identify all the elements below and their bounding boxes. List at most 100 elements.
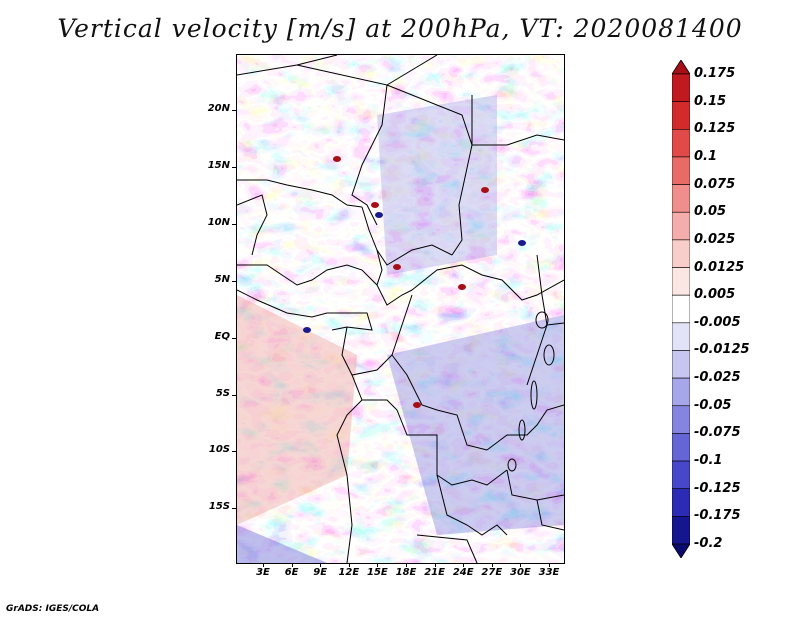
- lon-tick-label: 3E: [256, 567, 270, 578]
- colorbar-top-arrow: [672, 60, 690, 75]
- country-boundary: [396, 409, 508, 486]
- lat-tick-mark: [232, 338, 236, 339]
- lat-tick-label: 5S: [215, 388, 230, 399]
- lat-tick-label: 15N: [207, 160, 230, 171]
- lat-tick-label: 10S: [208, 444, 230, 455]
- country-boundary: [472, 134, 564, 146]
- lon-tick-label: 21E: [424, 567, 445, 578]
- colorbar-level-label: -0.2: [694, 536, 723, 551]
- convective-cell: [333, 156, 341, 162]
- country-boundary: [486, 404, 564, 451]
- lon-tick-mark: [377, 563, 379, 567]
- colorbar-level-label: 0.15: [694, 93, 727, 109]
- lat-tick-label: 20N: [207, 103, 230, 114]
- lon-tick-mark: [520, 563, 522, 567]
- lon-tick-label: 18E: [395, 567, 417, 578]
- colorbar-segment: [672, 156, 690, 185]
- colorbar-bottom-arrow: [672, 543, 690, 558]
- lon-tick-mark: [463, 563, 465, 567]
- colorbar-level-label: -0.0125: [694, 342, 750, 358]
- lat-tick-mark: [232, 395, 236, 396]
- convective-cell: [481, 187, 489, 193]
- colorbar-level-label: -0.05: [694, 397, 732, 413]
- country-boundary: [506, 469, 564, 501]
- lat-tick-mark: [232, 167, 236, 168]
- lon-tick-label: 6E: [284, 567, 299, 578]
- field-tint-region: [377, 95, 497, 275]
- lat-tick-mark: [232, 281, 236, 282]
- lat-tick-label: EQ: [214, 331, 230, 342]
- colorbar-segment: [672, 211, 690, 241]
- colorbar-segment: [672, 184, 690, 213]
- lon-tick-mark: [320, 563, 322, 567]
- lat-tick-label: 5N: [214, 274, 230, 285]
- lat-tick-mark: [232, 451, 236, 452]
- lake-outline: [530, 380, 538, 410]
- map-plot: [236, 54, 565, 564]
- colorbar-level-label: 0.1: [694, 148, 718, 164]
- colorbar-segment: [672, 128, 690, 158]
- colorbar-segment: [672, 239, 690, 268]
- colorbar-level-label: -0.025: [694, 370, 741, 386]
- colorbar-segment: [672, 294, 690, 324]
- country-boundary: [237, 289, 328, 318]
- country-boundary: [546, 322, 564, 326]
- colorbar: [672, 60, 690, 558]
- lon-tick-label: 27E: [481, 567, 503, 578]
- country-boundary: [416, 534, 478, 563]
- country-boundary: [341, 294, 413, 376]
- lon-tick-label: 33E: [538, 567, 560, 578]
- lon-tick-label: 30E: [510, 567, 531, 578]
- colorbar-level-label: -0.125: [694, 480, 741, 496]
- lon-tick-mark: [549, 563, 550, 567]
- field-tint-region: [237, 295, 357, 525]
- country-boundary: [327, 312, 373, 331]
- lon-tick-mark: [348, 563, 350, 567]
- colorbar-segment: [672, 322, 690, 351]
- lake-outline: [518, 419, 526, 441]
- lon-tick-mark: [291, 563, 293, 567]
- lake-outline: [535, 311, 549, 329]
- velocity-field-shading: [237, 55, 564, 563]
- colorbar-segment: [672, 101, 690, 130]
- colorbar-level-label: -0.075: [694, 425, 741, 441]
- colorbar-level-label: 0.005: [694, 287, 736, 303]
- lon-tick-label: 24E: [452, 567, 474, 578]
- country-boundary: [336, 399, 363, 563]
- lat-tick-mark: [232, 508, 236, 509]
- lon-tick-mark: [434, 563, 436, 567]
- lon-tick-label: 12E: [338, 567, 360, 578]
- convective-cell: [458, 284, 466, 290]
- lake-outline: [543, 344, 555, 366]
- lat-tick-label: 10N: [207, 217, 230, 228]
- grads-credit: GrADS: IGES/COLA: [6, 604, 100, 614]
- colorbar-segment: [672, 516, 690, 545]
- colorbar-level-label: 0.125: [694, 121, 736, 137]
- country-boundary: [376, 249, 413, 306]
- colorbar-level-label: -0.175: [694, 508, 741, 524]
- colorbar-segment: [672, 433, 690, 462]
- lon-tick-label: 15E: [367, 567, 388, 578]
- country-boundary: [237, 264, 378, 286]
- country-boundary: [386, 55, 438, 86]
- colorbar-segment: [672, 73, 690, 102]
- country-boundary: [411, 264, 564, 301]
- lake-outline: [507, 458, 517, 472]
- lon-tick-mark: [491, 563, 493, 567]
- colorbar-level-label: -0.005: [694, 314, 741, 330]
- colorbar-segment: [672, 350, 690, 379]
- colorbar-level-label: 0.175: [694, 66, 736, 81]
- lat-tick-mark: [232, 110, 236, 111]
- colorbar-segment: [672, 267, 690, 296]
- convective-cell: [413, 402, 421, 408]
- field-tint-region: [237, 525, 327, 563]
- country-boundary: [361, 206, 453, 266]
- country-boundary: [451, 95, 473, 256]
- country-boundary: [436, 474, 508, 536]
- lat-tick-label: 15S: [208, 501, 230, 512]
- country-boundary: [351, 374, 398, 411]
- lon-tick-mark: [406, 563, 407, 567]
- colorbar-segment: [672, 460, 690, 490]
- country-boundary: [536, 499, 564, 531]
- colorbar-segment: [672, 377, 690, 407]
